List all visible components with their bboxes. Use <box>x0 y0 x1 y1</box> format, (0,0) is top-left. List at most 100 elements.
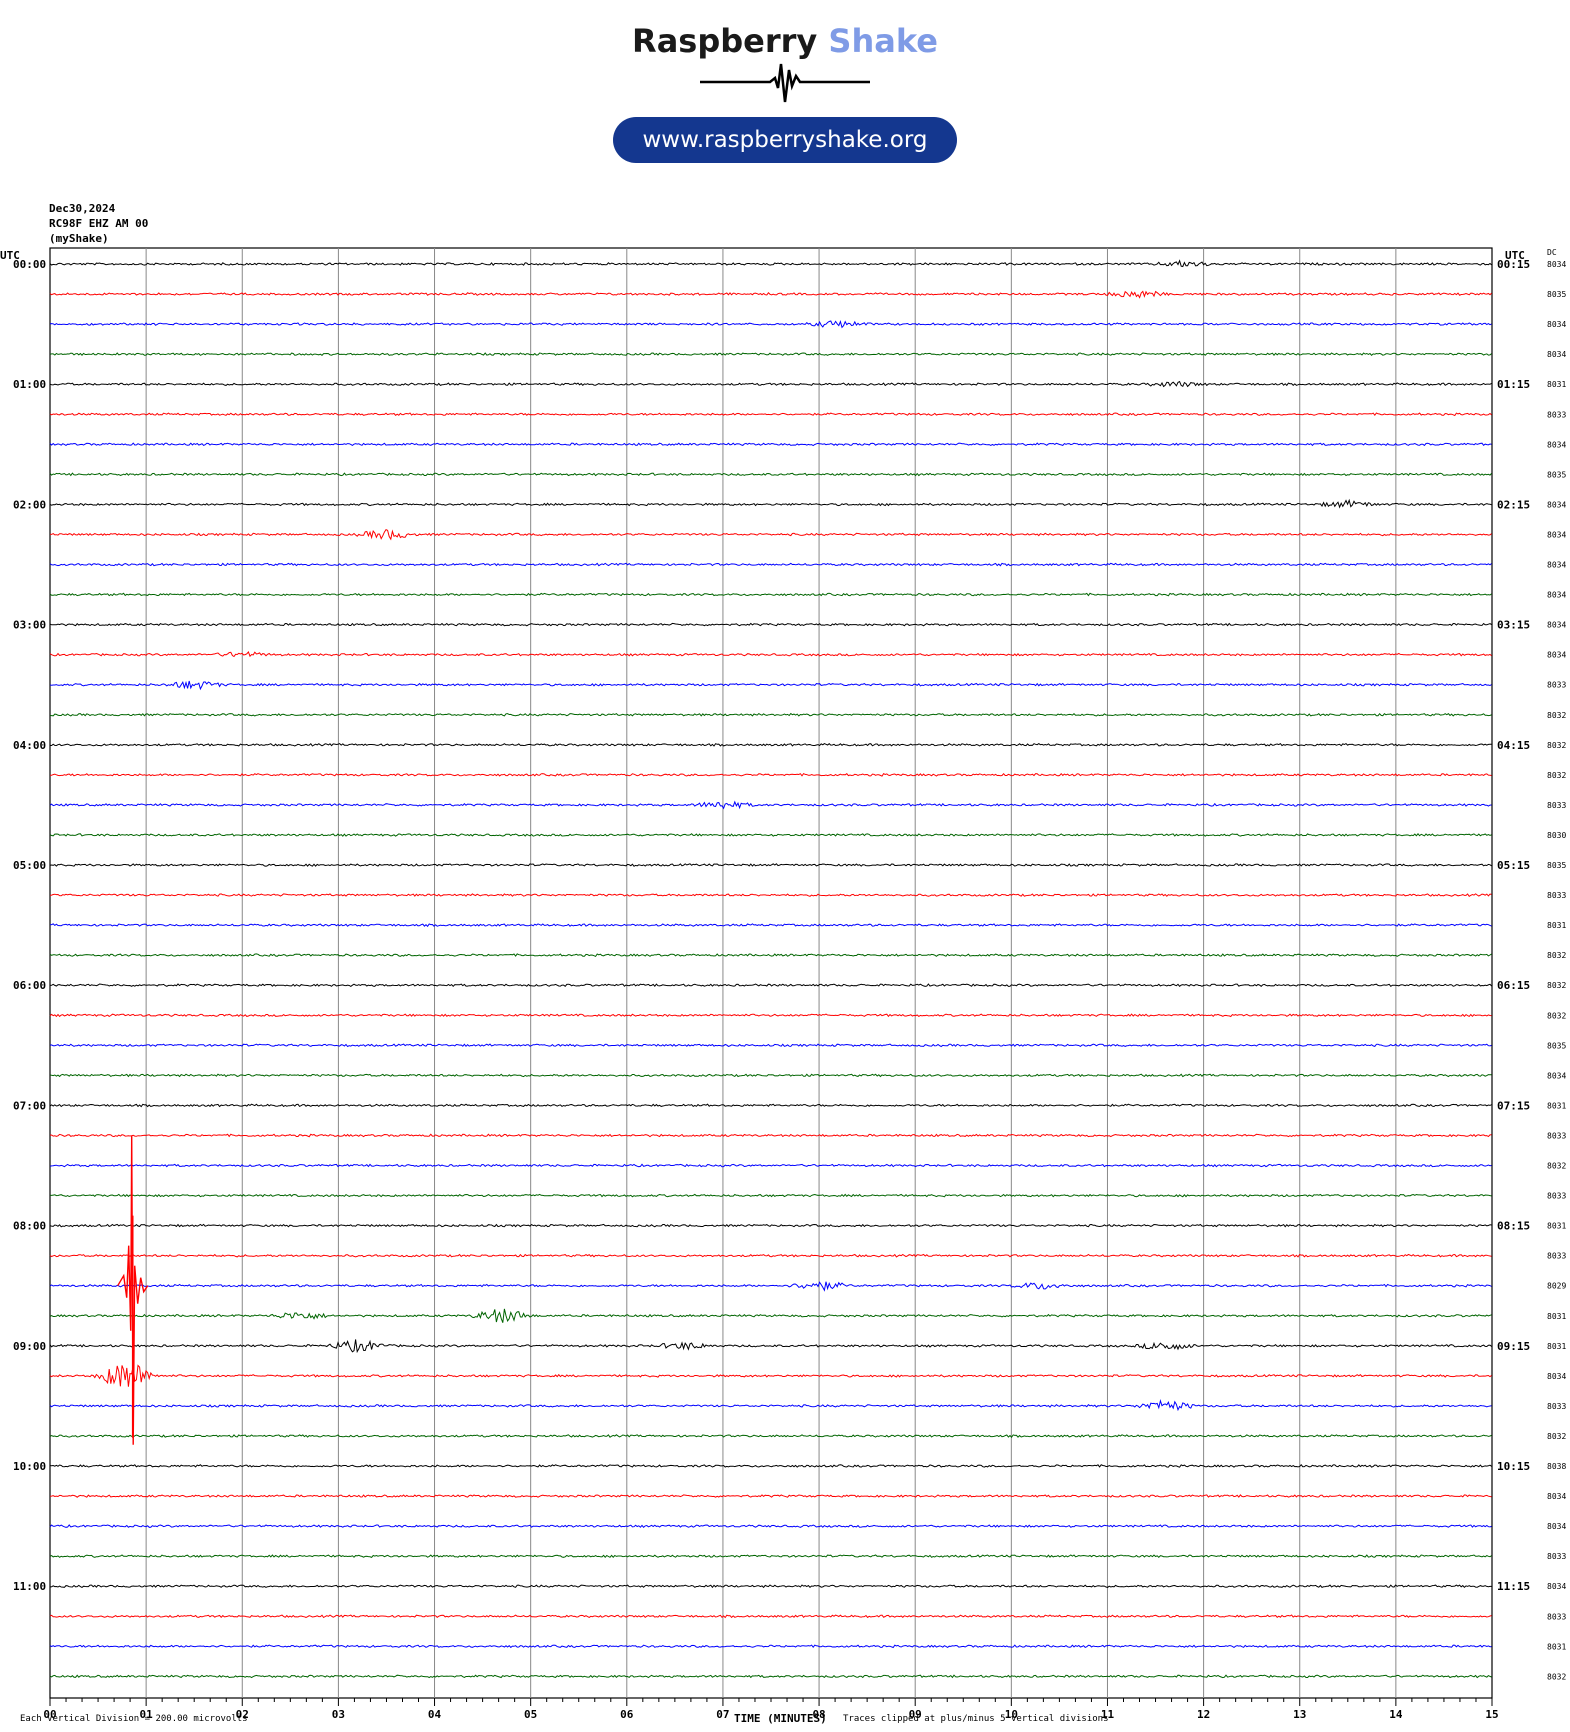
plot-date: Dec30,2024 <box>49 202 116 215</box>
seismic-trace <box>49 1464 1492 1468</box>
seismic-trace <box>49 953 1492 958</box>
seismic-trace <box>50 742 1492 747</box>
dc-offset-label: 8032 <box>1547 771 1566 780</box>
seismic-trace <box>49 1253 1492 1258</box>
seismic-trace <box>49 833 1492 837</box>
seismic-trace <box>49 1434 1492 1438</box>
seismic-trace <box>49 1281 1492 1292</box>
brand-word-raspberry: Raspberry <box>632 22 818 60</box>
right-time-label: 08:15 <box>1497 1220 1530 1233</box>
seismic-trace <box>49 1614 1492 1619</box>
seismic-trace <box>49 442 1492 447</box>
right-time-label: 05:15 <box>1497 859 1530 872</box>
dc-offset-label: 8035 <box>1547 861 1566 870</box>
clip-note: Traces clipped at plus/minus 5 vertical … <box>843 1714 1109 1724</box>
dc-offset-label: 8031 <box>1547 1312 1566 1321</box>
dc-offset-label: 8034 <box>1547 440 1566 449</box>
dc-offset-label: 8032 <box>1547 1162 1566 1171</box>
seismic-trace <box>49 1223 1492 1228</box>
x-tick-label: 11 <box>1101 1708 1115 1721</box>
scale-note: Each Vertical Division = 200.00 microvol… <box>20 1714 248 1724</box>
seismic-trace <box>49 680 1492 691</box>
left-time-label: 01:00 <box>13 378 46 391</box>
dc-offset-label: 8031 <box>1547 1642 1566 1651</box>
seismic-trace <box>49 923 1492 928</box>
dc-offset-label: 8034 <box>1547 1071 1566 1080</box>
seismogram-logo-icon <box>700 63 870 103</box>
left-time-label: 04:00 <box>13 739 46 752</box>
dc-offset-label: 8033 <box>1547 1252 1566 1261</box>
seismic-trace <box>49 1339 1492 1354</box>
dc-offset-label: 8029 <box>1547 1282 1566 1291</box>
right-time-label: 01:15 <box>1497 378 1530 391</box>
seismic-trace <box>49 863 1492 867</box>
dc-offset-label: 8031 <box>1547 1222 1566 1231</box>
dc-offset-label: 8033 <box>1547 1192 1566 1201</box>
dc-offset-label: 8034 <box>1547 1582 1566 1591</box>
seismic-trace <box>49 1043 1492 1048</box>
dc-offset-label: 8030 <box>1547 831 1566 840</box>
x-tick-label: 06 <box>620 1708 634 1721</box>
dc-offset-label: 8034 <box>1547 561 1566 570</box>
dc-offset-label: 8034 <box>1547 530 1566 539</box>
dc-header: DC <box>1547 248 1557 257</box>
right-time-label: 07:15 <box>1497 1099 1530 1112</box>
dc-offset-label: 8034 <box>1547 621 1566 630</box>
plot-frame <box>49 247 1493 1699</box>
seismic-trace <box>49 1013 1492 1018</box>
seismic-trace <box>49 352 1492 357</box>
seismic-trace <box>49 1524 1492 1529</box>
seismic-trace <box>49 1364 1492 1387</box>
dc-offset-label: 8034 <box>1547 350 1566 359</box>
website-url-link[interactable]: www.raspberryshake.org <box>613 117 957 163</box>
seismic-trace <box>49 893 1492 897</box>
dc-offset-label: 8033 <box>1547 410 1566 419</box>
dc-offset-label: 8033 <box>1547 681 1566 690</box>
x-tick-label: 07 <box>716 1708 729 1721</box>
seismic-trace <box>49 562 1492 567</box>
x-tick-label: 09 <box>909 1708 922 1721</box>
left-time-label: 03:00 <box>13 619 46 632</box>
right-time-label: 02:15 <box>1497 498 1530 511</box>
dc-offset-label: 8032 <box>1547 981 1566 990</box>
seismic-trace <box>49 259 1492 268</box>
utc-right-header: UTC <box>1505 249 1525 262</box>
data-source: (myShake) <box>49 232 109 245</box>
left-time-label: 05:00 <box>13 859 46 872</box>
dc-offset-label: 8032 <box>1547 1432 1566 1441</box>
left-time-label: 10:00 <box>13 1460 46 1473</box>
x-tick-label: 02 <box>236 1708 249 1721</box>
right-time-label: 04:15 <box>1497 739 1530 752</box>
brand-name: Raspberry Shake <box>0 22 1570 60</box>
right-time-label: 06:15 <box>1497 979 1530 992</box>
dc-offset-label: 8032 <box>1547 741 1566 750</box>
seismic-trace <box>49 592 1492 597</box>
right-time-label: 11:15 <box>1497 1580 1530 1593</box>
dc-offset-label: 8035 <box>1547 1041 1566 1050</box>
dc-offset-label: 8033 <box>1547 891 1566 900</box>
station-id: RC98F EHZ AM 00 <box>49 217 149 230</box>
dc-offset-label: 8034 <box>1547 320 1566 329</box>
seismic-trace <box>49 622 1492 627</box>
dc-offset-label: 8034 <box>1547 1492 1566 1501</box>
seismic-trace <box>49 1103 1492 1108</box>
x-tick-label: 03 <box>332 1708 345 1721</box>
dc-offset-label: 8031 <box>1547 1342 1566 1351</box>
seismic-trace <box>49 528 1492 541</box>
seismic-trace <box>49 1494 1492 1498</box>
x-tick-label: 13 <box>1293 1708 1306 1721</box>
dc-offset-label: 8035 <box>1547 290 1566 299</box>
left-time-label: 02:00 <box>13 498 46 511</box>
dc-offset-label: 8034 <box>1547 260 1566 269</box>
dc-offset-label: 8034 <box>1547 1522 1566 1531</box>
dc-offset-label: 8034 <box>1547 1372 1566 1381</box>
right-time-label: 09:15 <box>1497 1340 1530 1353</box>
seismic-trace <box>49 1584 1492 1589</box>
dc-offset-label: 8032 <box>1547 1672 1566 1681</box>
seismic-trace <box>49 320 1492 329</box>
dc-offset-label: 8033 <box>1547 1131 1566 1140</box>
dc-offset-label: 8033 <box>1547 1402 1566 1411</box>
utc-left-header: UTC <box>0 249 20 262</box>
x-tick-label: 01 <box>140 1708 154 1721</box>
seismic-trace <box>49 1644 1492 1649</box>
